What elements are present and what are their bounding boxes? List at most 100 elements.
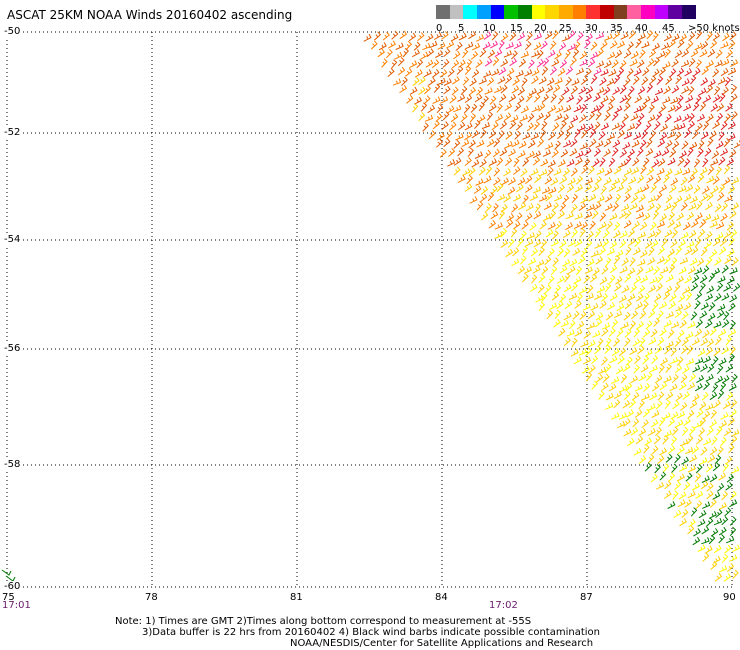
wind-barb bbox=[613, 310, 623, 319]
wind-barb bbox=[492, 56, 500, 66]
wind-barb bbox=[533, 42, 542, 51]
wind-barb bbox=[685, 358, 695, 366]
wind-barb bbox=[700, 77, 709, 86]
wind-barb bbox=[551, 58, 560, 67]
wind-barb bbox=[696, 113, 705, 122]
wind-barb bbox=[716, 282, 724, 292]
wind-barb bbox=[675, 419, 684, 428]
wind-barb bbox=[476, 139, 485, 148]
wind-barb bbox=[604, 33, 613, 41]
wind-barb bbox=[608, 157, 616, 167]
wind-barb bbox=[544, 284, 552, 294]
wind-barb bbox=[695, 59, 703, 69]
wind-barb bbox=[584, 177, 593, 185]
wind-barb bbox=[721, 375, 730, 384]
wind-barb bbox=[630, 375, 639, 384]
map-grid bbox=[6, 31, 735, 588]
wind-barb bbox=[565, 76, 573, 87]
wind-barb bbox=[453, 166, 461, 176]
wind-barb bbox=[683, 193, 692, 202]
legend-label: 15 bbox=[510, 23, 523, 34]
wind-barb bbox=[642, 212, 651, 221]
wind-barb bbox=[536, 58, 545, 68]
wind-barb bbox=[554, 284, 562, 294]
wind-barb bbox=[688, 518, 696, 528]
wind-barb bbox=[647, 202, 655, 212]
wind-barb bbox=[582, 303, 591, 311]
wind-barb bbox=[590, 51, 599, 60]
wind-barb bbox=[604, 363, 612, 373]
wind-barb bbox=[730, 435, 738, 445]
wind-barb bbox=[542, 213, 551, 222]
wind-barb bbox=[611, 122, 620, 131]
wind-barb bbox=[469, 78, 477, 87]
wind-barb bbox=[634, 237, 642, 248]
wind-barb bbox=[712, 94, 721, 103]
wind-barb bbox=[717, 309, 725, 319]
wind-barb bbox=[703, 437, 712, 446]
wind-barb bbox=[474, 94, 483, 103]
wind-barb bbox=[446, 40, 455, 49]
wind-barb bbox=[703, 94, 712, 103]
wind-barb bbox=[469, 196, 478, 204]
wind-barb bbox=[712, 68, 720, 78]
wind-barb bbox=[450, 33, 459, 42]
wind-barb bbox=[534, 230, 542, 240]
wind-barb bbox=[657, 273, 664, 284]
wind-barb bbox=[616, 303, 625, 312]
wind-barb bbox=[637, 112, 645, 122]
wind-barb bbox=[729, 345, 736, 356]
wind-barb bbox=[558, 42, 567, 51]
wind-barb bbox=[546, 77, 555, 86]
wind-barb bbox=[563, 104, 572, 113]
wind-barb bbox=[660, 123, 668, 132]
wind-barb bbox=[552, 84, 561, 94]
wind-barb bbox=[509, 31, 517, 41]
wind-barb bbox=[479, 158, 487, 168]
wind-barb bbox=[621, 203, 630, 212]
wind-barb bbox=[583, 330, 592, 339]
wind-barb bbox=[719, 420, 727, 429]
wind-barb bbox=[636, 266, 644, 276]
wind-barb bbox=[715, 509, 723, 518]
wind-barb bbox=[670, 411, 679, 420]
wind-barb bbox=[609, 213, 618, 221]
wind-barb bbox=[729, 229, 738, 238]
legend-swatch bbox=[477, 5, 491, 19]
wind-barb bbox=[522, 194, 529, 204]
wind-barb bbox=[608, 68, 617, 77]
wind-barb bbox=[594, 318, 603, 328]
wind-barb bbox=[632, 247, 641, 256]
wind-barb bbox=[570, 203, 578, 213]
wind-barb bbox=[723, 137, 731, 148]
wind-barb bbox=[713, 544, 722, 554]
wind-barb bbox=[646, 166, 655, 176]
wind-barb bbox=[694, 42, 703, 51]
wind-barb bbox=[693, 184, 701, 194]
wind-barb bbox=[673, 221, 682, 230]
wind-barb bbox=[512, 193, 522, 202]
wind-barb bbox=[546, 166, 554, 177]
wind-barb bbox=[665, 453, 673, 463]
wind-barb bbox=[600, 185, 607, 195]
wind-barb bbox=[581, 165, 589, 174]
wind-barb bbox=[623, 193, 631, 202]
wind-barb bbox=[514, 130, 522, 140]
wind-barb bbox=[579, 58, 588, 67]
wind-barb bbox=[474, 119, 481, 130]
wind-barb bbox=[594, 345, 602, 355]
wind-barb bbox=[640, 364, 649, 373]
wind-barb bbox=[575, 157, 583, 166]
wind-barb bbox=[644, 121, 652, 132]
wind-barb bbox=[453, 105, 462, 113]
wind-barb bbox=[696, 374, 705, 383]
legend-swatch bbox=[463, 5, 478, 19]
wind-barb bbox=[663, 490, 672, 499]
legend-swatch bbox=[531, 5, 546, 19]
wind-barb bbox=[727, 185, 736, 194]
wind-barb bbox=[688, 202, 697, 211]
wind-barb bbox=[635, 120, 642, 130]
wind-barb bbox=[729, 490, 737, 500]
wind-barb bbox=[573, 356, 582, 365]
wind-barb bbox=[659, 417, 666, 427]
